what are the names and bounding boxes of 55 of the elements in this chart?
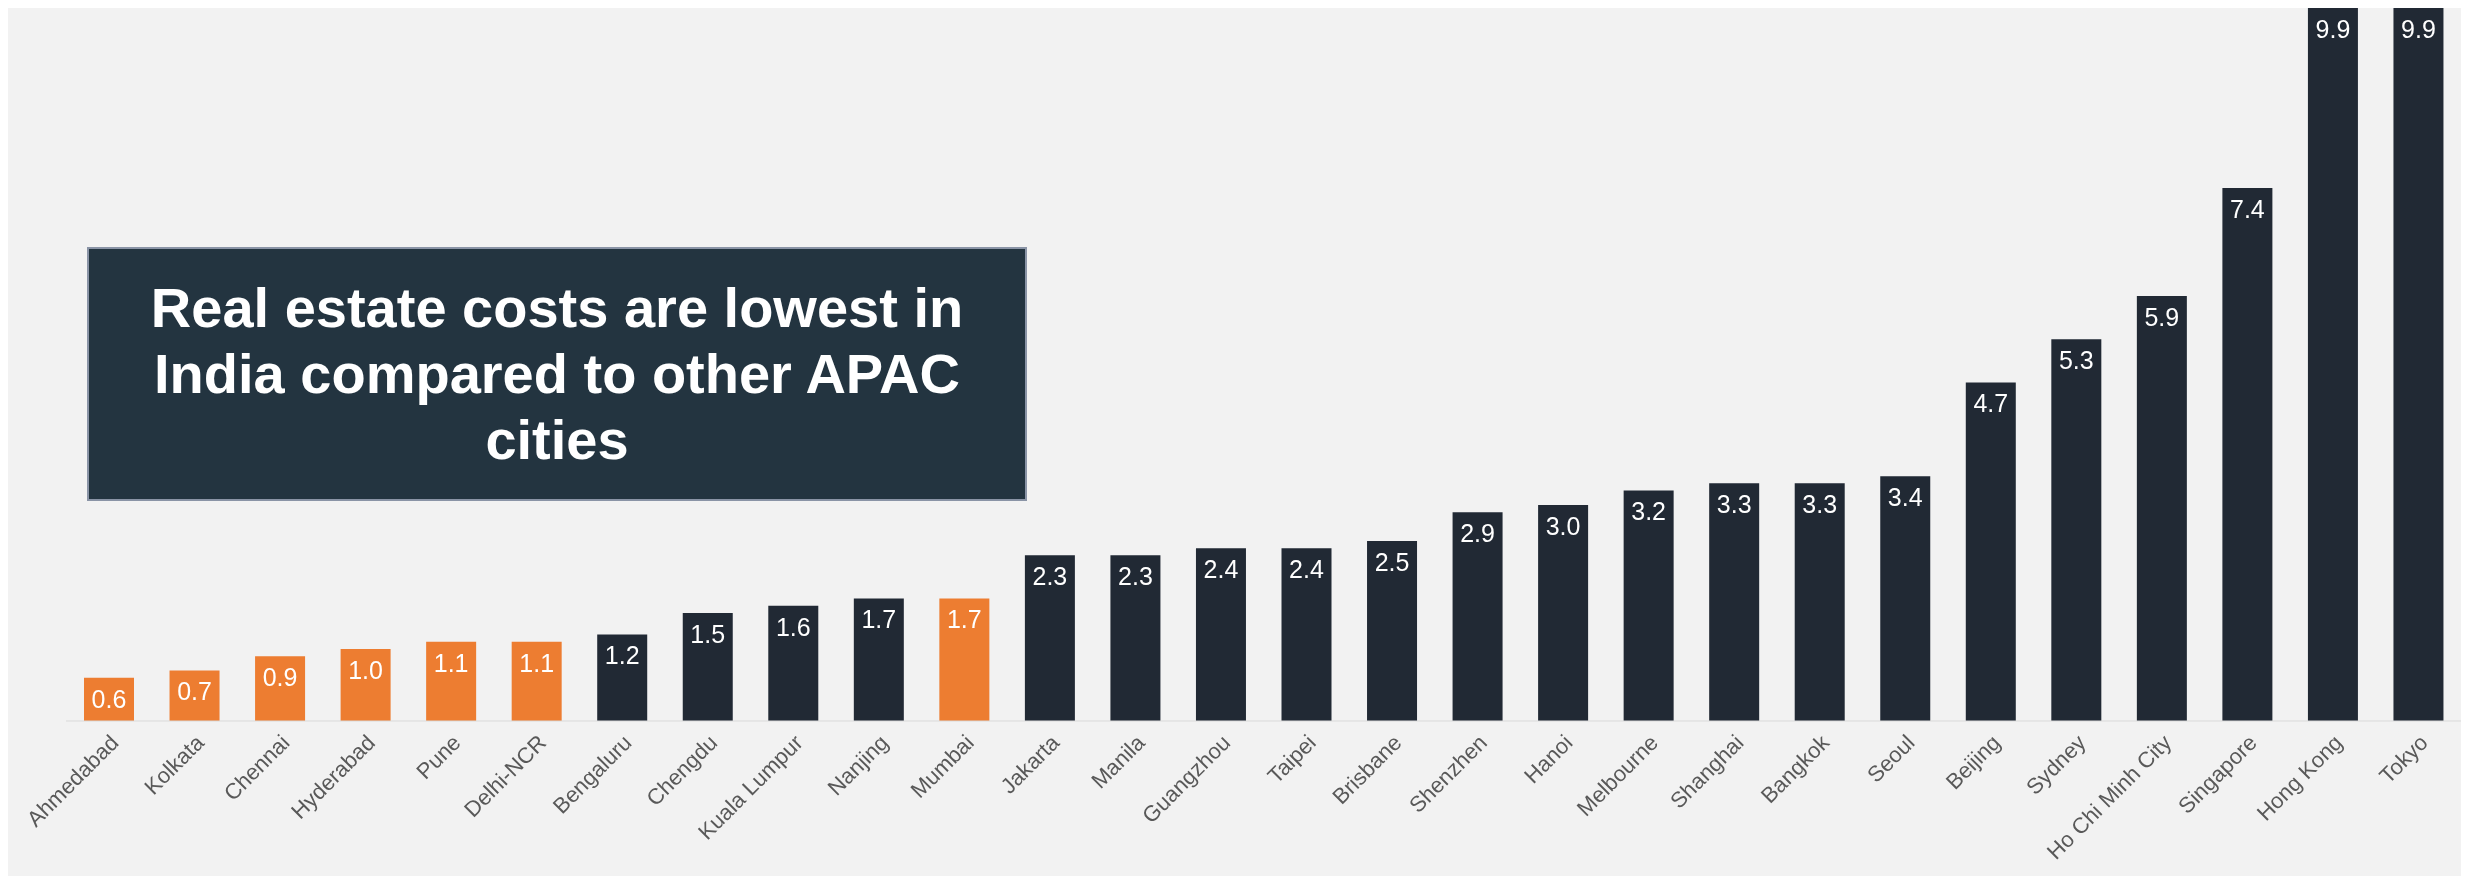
- bar: [768, 605, 819, 721]
- data-label: 3.0: [1545, 511, 1581, 540]
- bar: [939, 598, 990, 721]
- data-label: 1.6: [775, 612, 811, 641]
- bar: [255, 656, 306, 721]
- bar: [1538, 504, 1589, 721]
- bar: [426, 641, 477, 721]
- data-label: 7.4: [2230, 194, 2265, 223]
- data-label: 1.7: [861, 605, 897, 634]
- data-label: 1.1: [519, 648, 555, 677]
- bar: [1452, 512, 1503, 721]
- bar: [340, 648, 391, 721]
- bar: [1367, 540, 1418, 721]
- data-label: 9.9: [2315, 14, 2351, 43]
- data-label: 1.1: [433, 648, 469, 677]
- bar: [1195, 548, 1246, 721]
- data-label: 9.9: [2401, 14, 2436, 43]
- data-label: 0.9: [262, 662, 298, 691]
- data-label: 1.5: [690, 619, 726, 648]
- data-label: 3.3: [1716, 490, 1752, 519]
- bar: [597, 634, 648, 721]
- bar: [1709, 483, 1760, 721]
- bar: [1794, 483, 1845, 721]
- data-label: 4.7: [1973, 389, 2009, 418]
- bar: [1965, 382, 2016, 721]
- bar: [2307, 8, 2358, 721]
- data-label: 1.0: [348, 655, 383, 684]
- bar: [682, 612, 733, 721]
- bar: [1623, 490, 1674, 721]
- bar: [1110, 555, 1161, 721]
- data-label: 2.3: [1032, 562, 1068, 591]
- bar: [853, 598, 904, 721]
- data-label: 2.3: [1118, 562, 1153, 591]
- data-label: 2.5: [1374, 547, 1410, 576]
- bar: [1880, 476, 1931, 721]
- data-label: 2.9: [1460, 518, 1495, 547]
- text: Real estate costs are lowest in India compared to other APAC cities: [87, 247, 1027, 501]
- data-label: 2.4: [1203, 554, 1239, 583]
- data-label: 3.4: [1887, 482, 1923, 511]
- bar: [2222, 188, 2273, 721]
- bar: [511, 641, 562, 721]
- bar: [2393, 8, 2444, 721]
- data-label: 2.4: [1289, 554, 1324, 583]
- bar: [2136, 296, 2187, 721]
- data-label: 1.2: [604, 641, 640, 670]
- data-label: 3.2: [1631, 497, 1667, 526]
- data-label: 0.7: [177, 677, 212, 706]
- data-label: 5.9: [2144, 302, 2180, 331]
- bar: [2051, 339, 2102, 721]
- data-label: 1.7: [946, 605, 982, 634]
- bar: [1024, 555, 1075, 721]
- data-label: 0.6: [91, 684, 127, 713]
- data-label: 5.3: [2058, 346, 2094, 375]
- bar: [1281, 548, 1332, 721]
- data-label: 3.3: [1802, 490, 1838, 519]
